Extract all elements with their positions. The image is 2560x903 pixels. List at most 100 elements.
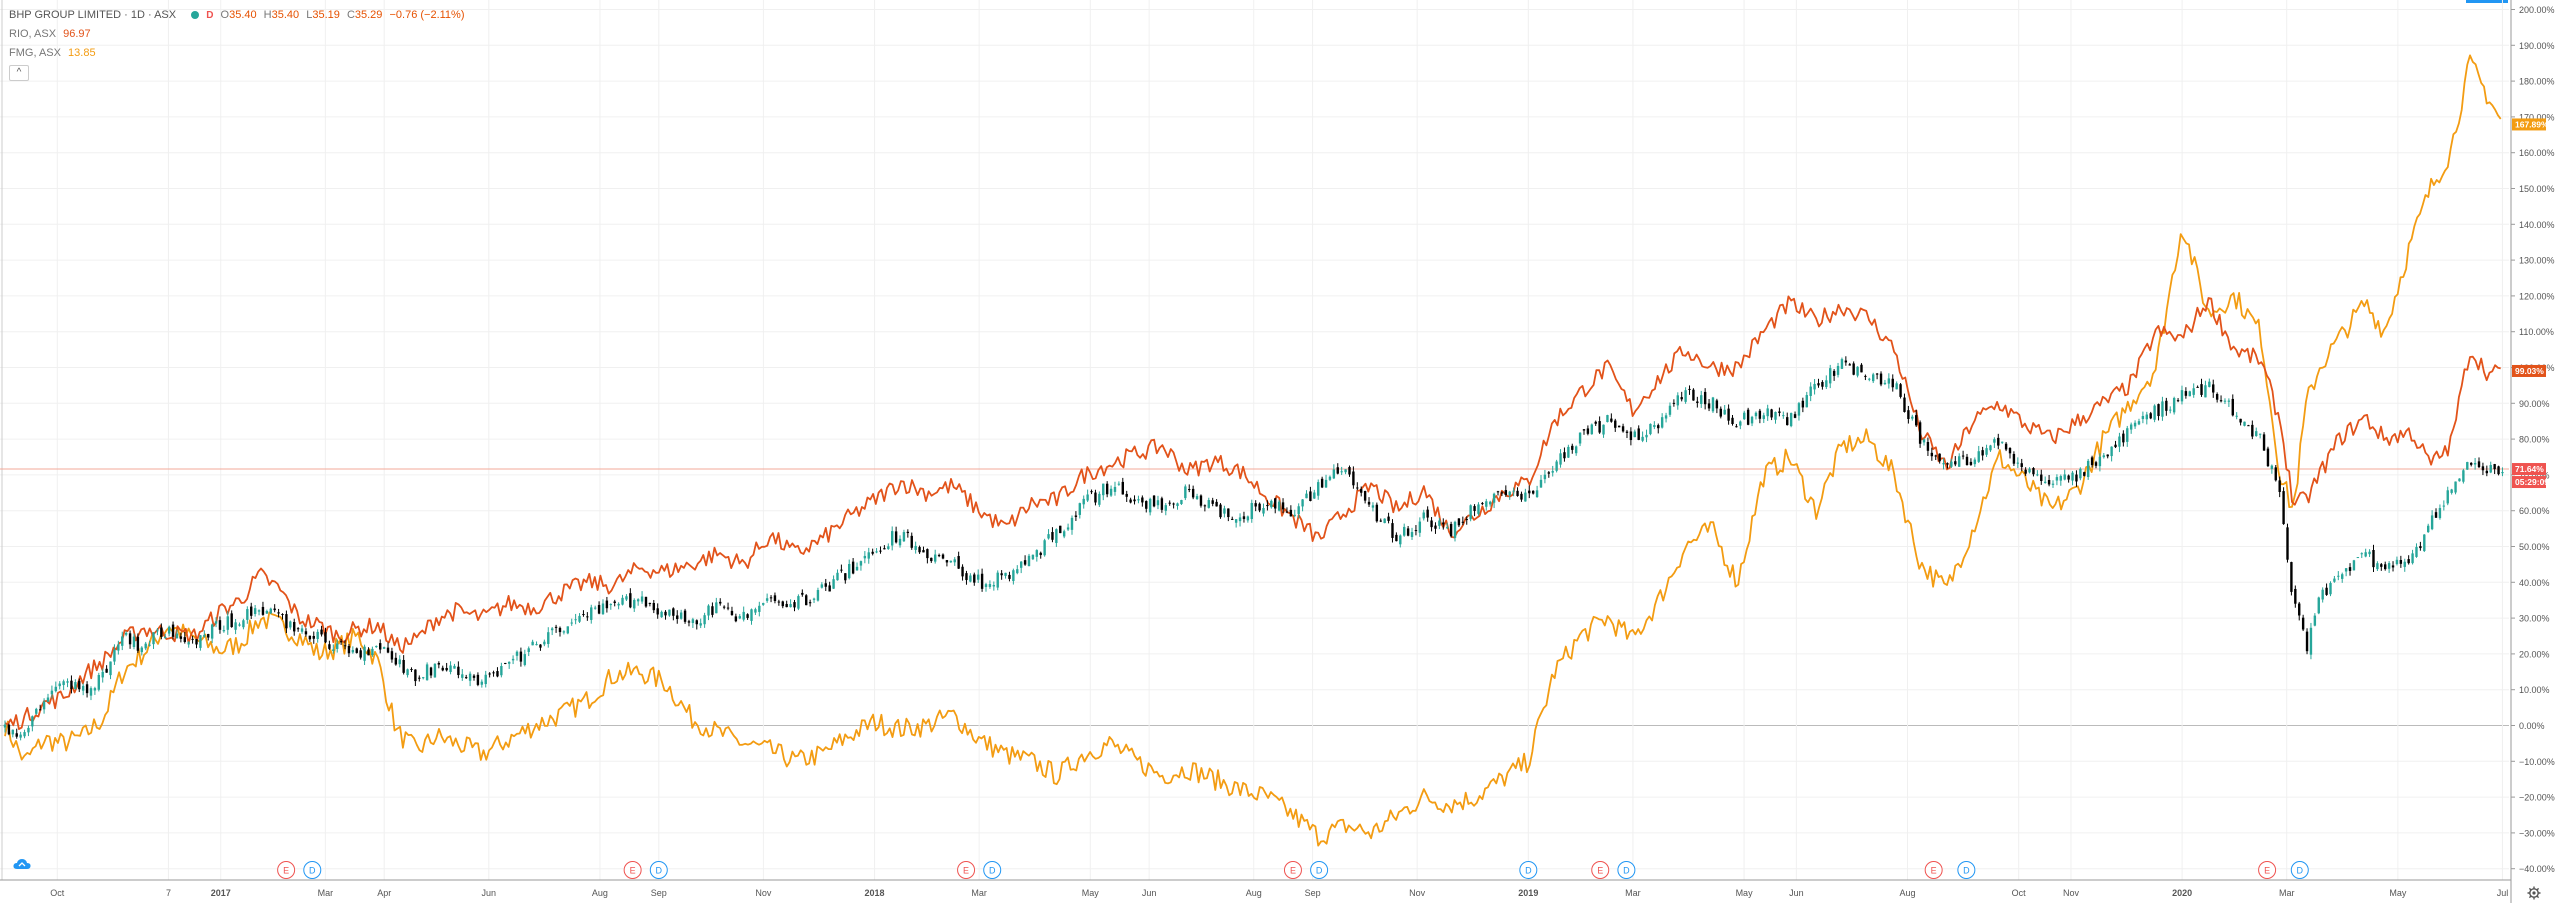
candle-body [316,631,319,640]
candle-body [2137,421,2141,425]
candle-body [2493,464,2496,470]
dividend-marker[interactable]: D [1310,861,1329,879]
candle-body [1574,446,1578,454]
candle-body [1875,373,1879,375]
cloud-icon[interactable] [13,858,31,870]
candle-body [926,549,929,559]
candle-body [371,648,374,656]
candle-body [547,632,550,644]
delay-badge: D [206,10,214,21]
candle-body [1191,488,1195,498]
candle-body [2262,434,2266,451]
candle-body [1129,499,1132,503]
candle-body [2446,490,2449,504]
candle-body [2016,462,2020,464]
x-tick-label: Oct [50,888,65,898]
candle-body [1086,494,1089,501]
candle-body [984,584,988,587]
candle-body [1606,415,1609,423]
marker-circle [1591,861,1610,879]
gear-icon[interactable] [2527,886,2541,900]
candle-body [406,669,409,676]
candle-body [531,641,534,646]
candle-body [672,608,675,616]
candle-body [1997,437,2000,446]
candle-body [1156,500,1160,506]
candle-body [1832,370,1836,376]
candle-body [363,646,366,661]
candle-body [1387,516,1390,521]
earnings-marker[interactable]: E [623,861,642,879]
candle-body [1238,517,1242,522]
candle-body [715,602,718,614]
dividend-marker[interactable]: D [1519,861,1538,879]
candle-body [1848,364,1851,366]
candle-body [445,667,448,671]
candle-body [1739,421,1742,426]
earnings-marker[interactable]: E [277,861,296,879]
legend-main-symbol[interactable]: BHP GROUP LIMITED · 1D · ASX [9,9,177,21]
y-tick-label: −30.00% [2519,828,2555,838]
candle-body [2344,568,2348,572]
candle-body [1281,502,1285,510]
marker-letter: D [1525,866,1532,876]
candle-body [1360,489,1363,493]
candle-body [1414,530,1418,532]
candle-body [2223,400,2227,402]
candle-body [324,632,327,643]
marker-circle [2258,861,2277,879]
candle-body [1188,489,1191,491]
candle-body [1176,503,1179,506]
legend-main-row[interactable]: BHP GROUP LIMITED · 1D · ASX D O35.40 H3… [9,6,469,25]
candle-body [2321,589,2324,600]
legend-rio-row[interactable]: RIO, ASX 96.97 [9,25,469,44]
dividend-marker[interactable]: D [1617,861,1636,879]
candle-body [1567,446,1570,458]
candle-body [808,602,812,604]
x-tick-label: Jul [2497,888,2509,898]
earnings-marker[interactable]: E [1924,861,1943,879]
candle-body [1891,378,1894,388]
dividend-marker[interactable]: D [2290,861,2309,879]
legend-fmg-row[interactable]: FMG, ASX 13.85 [9,44,469,63]
candle-body [543,641,546,645]
earnings-marker[interactable]: E [1283,861,1302,879]
candle-body [183,637,186,642]
candle-body [277,612,280,614]
candle-body [2145,414,2148,420]
candle-body [1524,492,1527,502]
dividend-marker[interactable]: D [983,861,1002,879]
x-tick-label: 2017 [211,888,231,898]
candle-body [97,674,101,690]
earnings-marker[interactable]: E [1591,861,1610,879]
dividend-marker[interactable]: D [649,861,668,879]
candle-body [390,651,394,660]
dividend-marker[interactable]: D [303,861,322,879]
candle-body [523,654,527,665]
candle-body [625,596,628,600]
legend-rio-symbol[interactable]: RIO, ASX [9,28,57,40]
candle-body [2079,468,2082,479]
legend-fmg-symbol[interactable]: FMG, ASX [9,47,61,59]
candle-body [2301,617,2305,630]
candle-body [1598,421,1601,433]
candle-body [2012,453,2016,464]
candle-body [449,665,452,672]
earnings-marker[interactable]: E [2258,861,2277,879]
candle-body [1434,525,1437,529]
candle-body [488,673,491,675]
open-value: 35.40 [229,9,257,21]
candle-body [1766,408,1769,417]
earnings-marker[interactable]: E [957,861,976,879]
dividend-marker[interactable]: D [1957,861,1976,879]
candle-body [312,635,315,639]
candle-body [1555,461,1558,471]
candle-body [1070,517,1074,530]
candle-body [1234,519,1238,523]
candle-body [1571,445,1574,450]
legend-collapse-button[interactable]: ^ [9,65,29,81]
candle-body [1367,501,1371,505]
